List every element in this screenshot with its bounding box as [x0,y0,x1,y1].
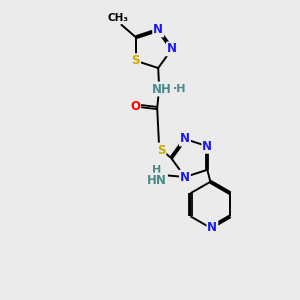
Text: HN: HN [147,173,167,187]
Text: ·H: ·H [173,84,187,94]
Text: CH₃: CH₃ [107,13,128,23]
Text: H: H [152,165,162,175]
Text: N: N [180,170,190,184]
Text: NH: NH [152,82,172,95]
Text: S: S [157,143,165,157]
Text: N: N [202,140,212,153]
Text: N: N [167,43,177,56]
Text: N: N [180,133,190,146]
Text: O: O [130,100,140,112]
Text: N: N [207,221,218,234]
Text: S: S [132,54,140,67]
Text: N: N [153,23,163,37]
